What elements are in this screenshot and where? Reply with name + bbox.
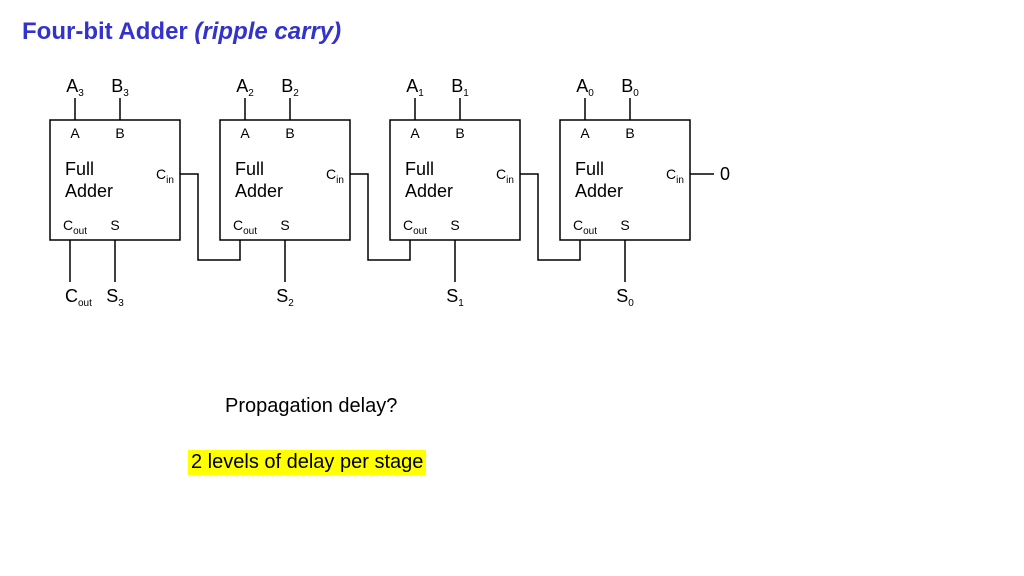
propagation-question: Propagation delay? <box>225 395 397 418</box>
svg-text:B: B <box>625 125 634 141</box>
svg-text:Adder: Adder <box>65 181 113 201</box>
svg-text:Full: Full <box>235 159 264 179</box>
svg-text:Adder: Adder <box>405 181 453 201</box>
svg-text:Adder: Adder <box>575 181 623 201</box>
title-sub: (ripple carry) <box>194 18 341 45</box>
svg-text:B3: B3 <box>111 76 129 99</box>
svg-text:S2: S2 <box>276 286 294 309</box>
svg-text:S3: S3 <box>106 286 124 309</box>
svg-text:B: B <box>115 125 124 141</box>
svg-text:B1: B1 <box>451 76 469 99</box>
svg-text:S: S <box>110 217 119 233</box>
svg-text:A: A <box>410 125 420 141</box>
svg-text:B2: B2 <box>281 76 299 99</box>
svg-text:A3: A3 <box>66 76 84 99</box>
page-title: Four-bit Adder (ripple carry) <box>22 18 341 46</box>
svg-text:Full: Full <box>575 159 604 179</box>
svg-text:Cout: Cout <box>65 286 92 309</box>
svg-text:Full: Full <box>405 159 434 179</box>
svg-text:S: S <box>450 217 459 233</box>
svg-text:A: A <box>240 125 250 141</box>
svg-text:B: B <box>285 125 294 141</box>
svg-text:A0: A0 <box>576 76 594 99</box>
svg-text:B: B <box>455 125 464 141</box>
svg-text:S0: S0 <box>616 286 634 309</box>
svg-text:Full: Full <box>65 159 94 179</box>
svg-text:A: A <box>580 125 590 141</box>
svg-text:0: 0 <box>720 164 730 184</box>
svg-text:Adder: Adder <box>235 181 283 201</box>
title-main: Four-bit Adder <box>22 18 188 45</box>
svg-text:A1: A1 <box>406 76 424 99</box>
svg-text:S1: S1 <box>446 286 464 309</box>
svg-text:A2: A2 <box>236 76 254 99</box>
svg-text:S: S <box>620 217 629 233</box>
svg-text:B0: B0 <box>621 76 639 99</box>
svg-text:S: S <box>280 217 289 233</box>
adder-diagram: A3B3ABFullAdderCinCoutSS3CoutA2B2ABFullA… <box>20 70 780 330</box>
highlighted-answer: 2 levels of delay per stage <box>188 450 426 475</box>
svg-text:A: A <box>70 125 80 141</box>
